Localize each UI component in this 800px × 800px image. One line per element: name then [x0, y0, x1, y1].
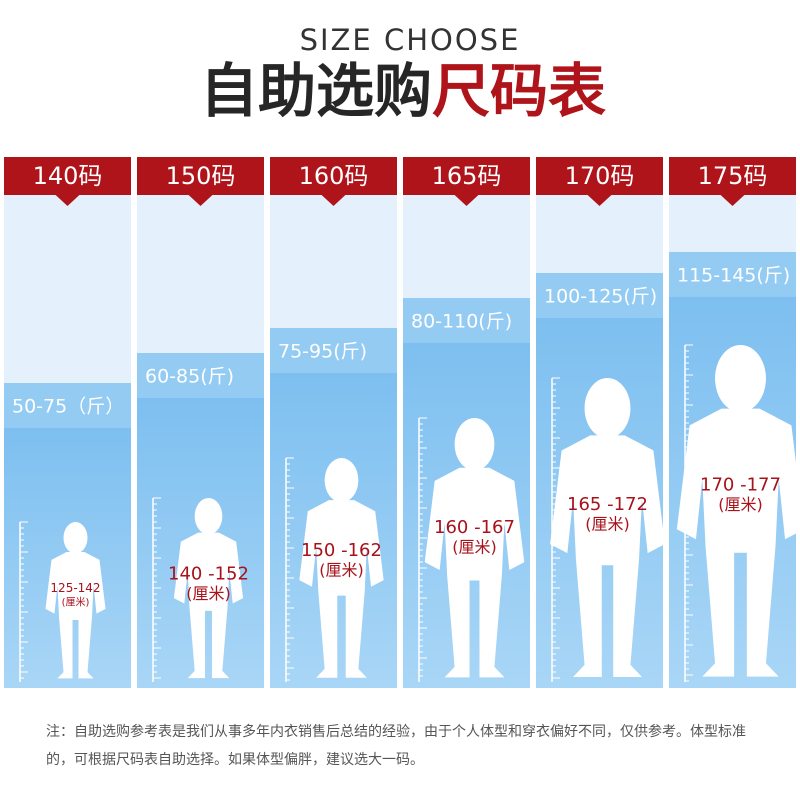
size-label: 165码 — [432, 162, 502, 190]
weight-label: 75-95(斤) — [278, 341, 367, 363]
title: 自助选购尺码表 — [200, 57, 606, 125]
height-unit: (厘米) — [585, 514, 630, 533]
body — [550, 435, 665, 677]
height-unit: (厘米) — [718, 495, 763, 514]
size-label: 140码 — [33, 162, 103, 190]
head — [324, 458, 359, 503]
size-header — [270, 157, 397, 195]
weight-band — [270, 328, 397, 373]
silhouette — [424, 418, 525, 678]
height-unit: (厘米) — [62, 595, 90, 608]
weight-band — [536, 273, 663, 318]
header-pointer — [320, 194, 347, 206]
height-unit: (厘米) — [319, 561, 364, 580]
size-header — [669, 157, 796, 195]
head — [194, 498, 223, 535]
header-pointer — [586, 194, 613, 206]
height-label: 150 -162 — [301, 540, 382, 561]
body — [424, 467, 525, 678]
header-pointer — [54, 194, 81, 206]
weight-band — [4, 383, 131, 428]
weight-label: 100-125(斤) — [544, 286, 657, 308]
height-unit: (厘米) — [186, 584, 231, 603]
height-unit: (厘米) — [452, 538, 497, 557]
height-label: 165 -172 — [567, 494, 648, 515]
subtitle: SIZE CHOOSE — [300, 23, 521, 57]
head — [454, 418, 495, 471]
body — [45, 552, 106, 679]
size-label: 150码 — [166, 162, 236, 190]
body — [299, 500, 384, 678]
weight-label: 80-110(斤) — [411, 311, 512, 333]
title-dark: 自助选购 — [200, 57, 432, 125]
silhouette — [676, 345, 800, 677]
size-label: 175码 — [698, 162, 768, 190]
size-header — [403, 157, 530, 195]
size-label: 170码 — [565, 162, 635, 190]
weight-band — [403, 298, 530, 343]
header-pointer — [187, 194, 214, 206]
weight-band — [137, 353, 264, 398]
head — [63, 522, 88, 554]
height-label: 125-142 — [50, 581, 100, 595]
body — [676, 408, 800, 677]
height-label: 140 -152 — [168, 563, 249, 584]
silhouette — [173, 498, 244, 679]
height-label: 160 -167 — [434, 517, 515, 538]
weight-label: 60-85(斤) — [145, 366, 234, 388]
height-label: 170 -177 — [700, 475, 781, 496]
silhouette — [550, 378, 665, 677]
silhouette — [299, 458, 384, 678]
weight-band — [669, 252, 796, 297]
header-pointer — [719, 194, 746, 206]
weight-label: 50-75（斤） — [12, 396, 124, 418]
head — [584, 378, 631, 439]
weight-label: 115-145(斤) — [677, 265, 790, 287]
size-header — [536, 157, 663, 195]
size-header — [4, 157, 131, 195]
note: 注：自助选购参考表是我们从事多年内衣销售后总结的经验，由于个人体型和穿衣偏好不同… — [46, 724, 746, 768]
size-label: 160码 — [299, 162, 369, 190]
head — [715, 345, 766, 412]
title-red: 尺码表 — [432, 57, 606, 125]
size-header — [137, 157, 264, 195]
body — [173, 532, 244, 679]
silhouette — [45, 522, 106, 679]
header-pointer — [453, 194, 480, 206]
